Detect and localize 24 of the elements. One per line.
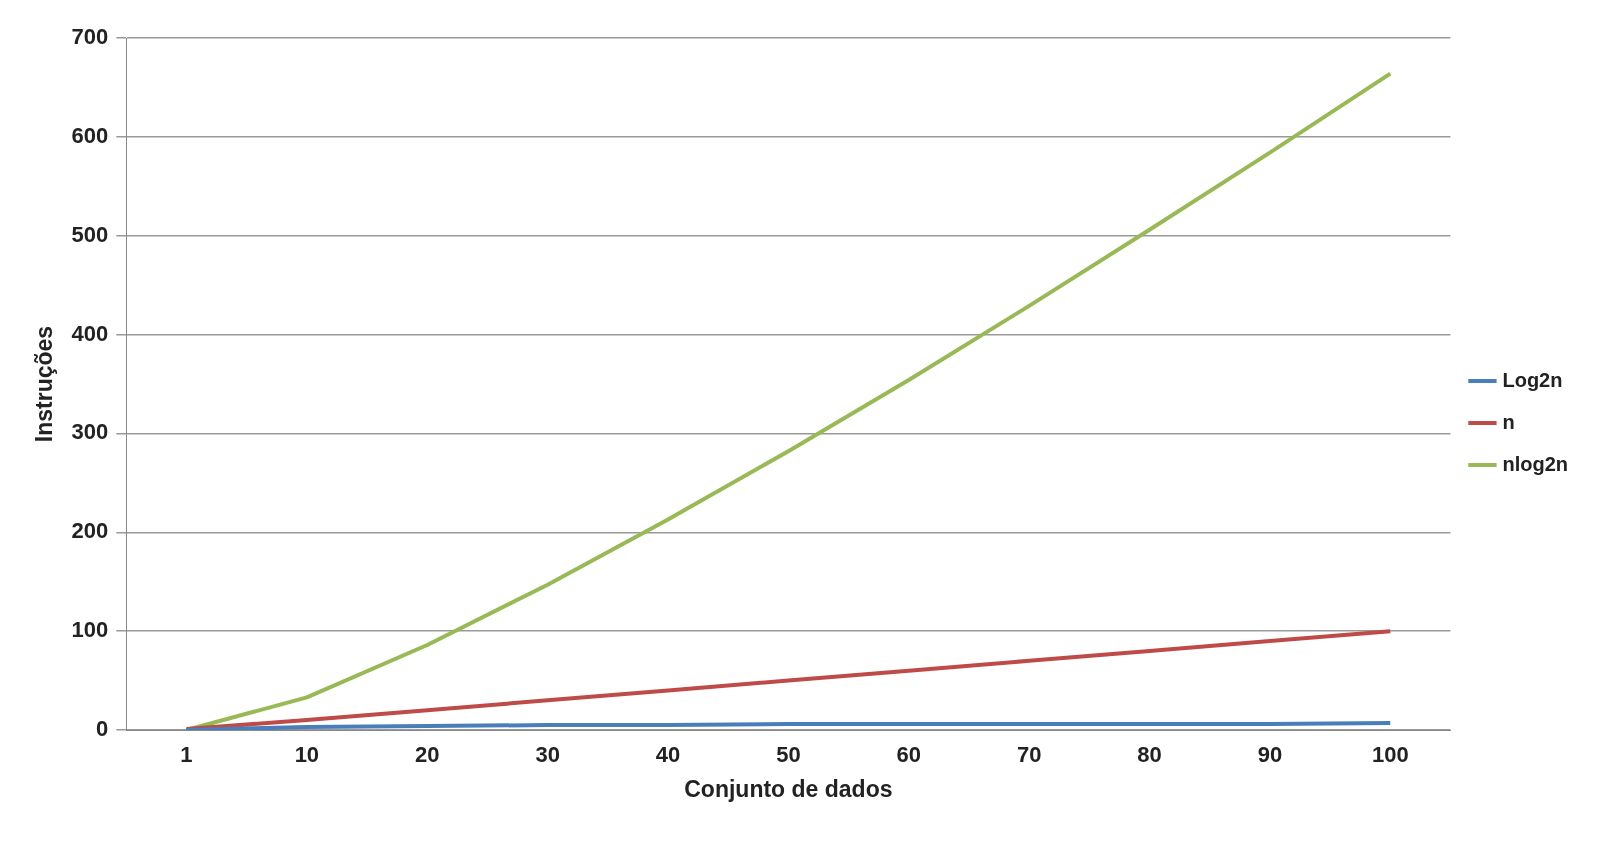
y-axis-title: Instruções bbox=[31, 325, 58, 443]
x-tick-label: 10 bbox=[294, 742, 320, 768]
y-tick-label: 700 bbox=[71, 24, 109, 50]
y-tick-label: 0 bbox=[96, 716, 109, 742]
x-tick-label: 100 bbox=[1371, 742, 1409, 768]
x-tick-label: 30 bbox=[535, 742, 560, 768]
y-tick-label: 600 bbox=[71, 122, 109, 148]
x-tick-label: 90 bbox=[1257, 742, 1283, 768]
x-tick-label: 20 bbox=[415, 742, 440, 768]
y-tick-label: 200 bbox=[71, 518, 109, 544]
x-tick-label: 50 bbox=[776, 742, 801, 768]
legend-label: Log2n bbox=[1502, 368, 1563, 391]
x-tick-label: 80 bbox=[1137, 742, 1162, 768]
y-tick-label: 400 bbox=[71, 320, 109, 346]
y-tick-label: 500 bbox=[71, 221, 109, 247]
x-tick-label: 40 bbox=[655, 742, 681, 768]
legend-label: nlog2n bbox=[1502, 452, 1568, 475]
y-tick-label: 100 bbox=[71, 617, 109, 643]
x-axis-title: Conjunto de dados bbox=[684, 775, 893, 802]
legend-label: n bbox=[1502, 410, 1515, 433]
x-tick-label: 60 bbox=[896, 742, 921, 768]
y-tick-label: 300 bbox=[71, 419, 109, 445]
x-tick-label: 1 bbox=[180, 742, 193, 768]
x-tick-label: 70 bbox=[1016, 742, 1042, 768]
